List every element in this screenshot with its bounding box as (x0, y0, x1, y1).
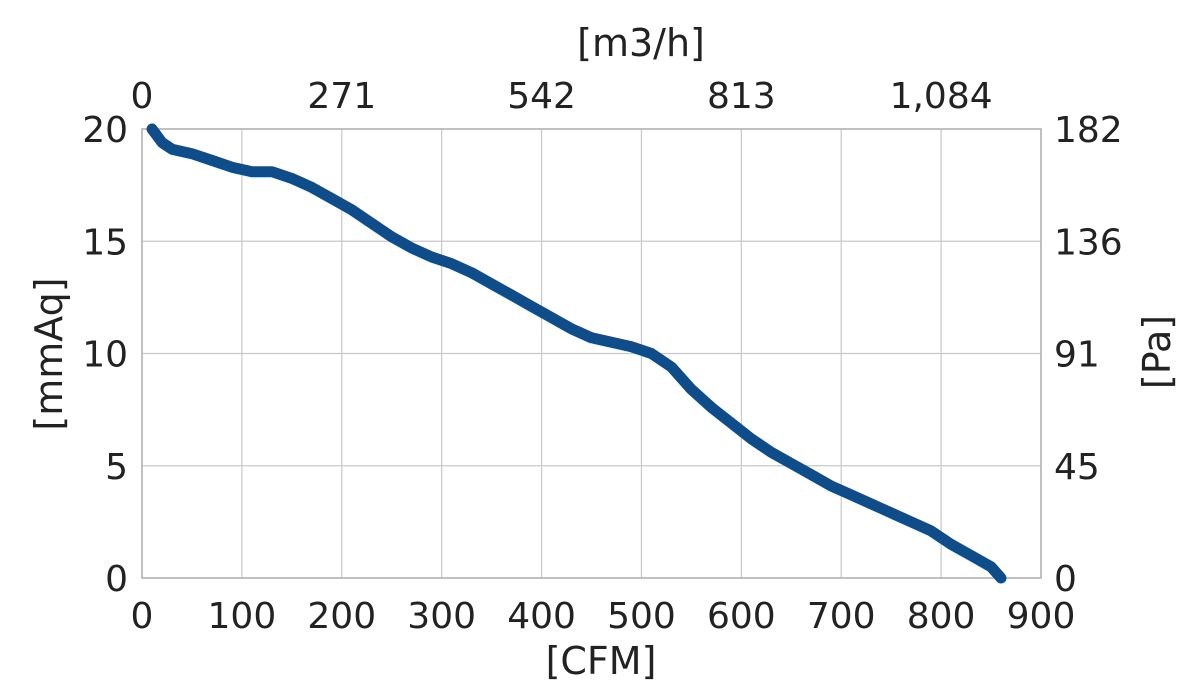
plot-frame (141, 128, 1042, 579)
right-y-tick-label: 182 (1054, 110, 1123, 151)
y-tick-label: 0 (105, 559, 128, 600)
y-tick-label: 10 (82, 335, 128, 376)
x-tick-label: 500 (607, 596, 676, 637)
right-y-tick-label: 136 (1054, 222, 1123, 263)
top-axis-title: [m3/h] (577, 21, 705, 65)
x-tick-label: 300 (407, 596, 476, 637)
curve-layer (146, 123, 1007, 584)
top-x-tick-label: 1,084 (890, 76, 993, 117)
x-axis-title: [CFM] (546, 639, 657, 683)
x-tick-label: 900 (1007, 596, 1076, 637)
grid-layer (141, 128, 1042, 579)
x-tick-label: 700 (807, 596, 876, 637)
x-tick-label: 100 (208, 596, 277, 637)
top-x-tick-label: 542 (507, 76, 576, 117)
y-tick-label: 20 (82, 110, 128, 151)
x-tick-label: 200 (307, 596, 376, 637)
right-y-tick-label: 91 (1054, 335, 1100, 376)
y-axis-title: [mmAq] (27, 277, 71, 430)
x-tick-label: 400 (507, 596, 576, 637)
right-y-tick-label: 45 (1054, 447, 1100, 488)
right-axis-title: [Pa] (1135, 315, 1179, 389)
x-tick-label: 600 (707, 596, 776, 637)
x-tick-label: 800 (907, 596, 976, 637)
top-x-tick-label: 271 (307, 76, 376, 117)
x-tick-label: 0 (131, 596, 154, 637)
y-tick-label: 5 (105, 447, 128, 488)
y-tick-label: 15 (82, 222, 128, 263)
top-x-tick-label: 813 (707, 76, 776, 117)
top-x-tick-label: 0 (131, 76, 154, 117)
series-line (146, 123, 1007, 584)
right-y-tick-label: 0 (1054, 559, 1077, 600)
